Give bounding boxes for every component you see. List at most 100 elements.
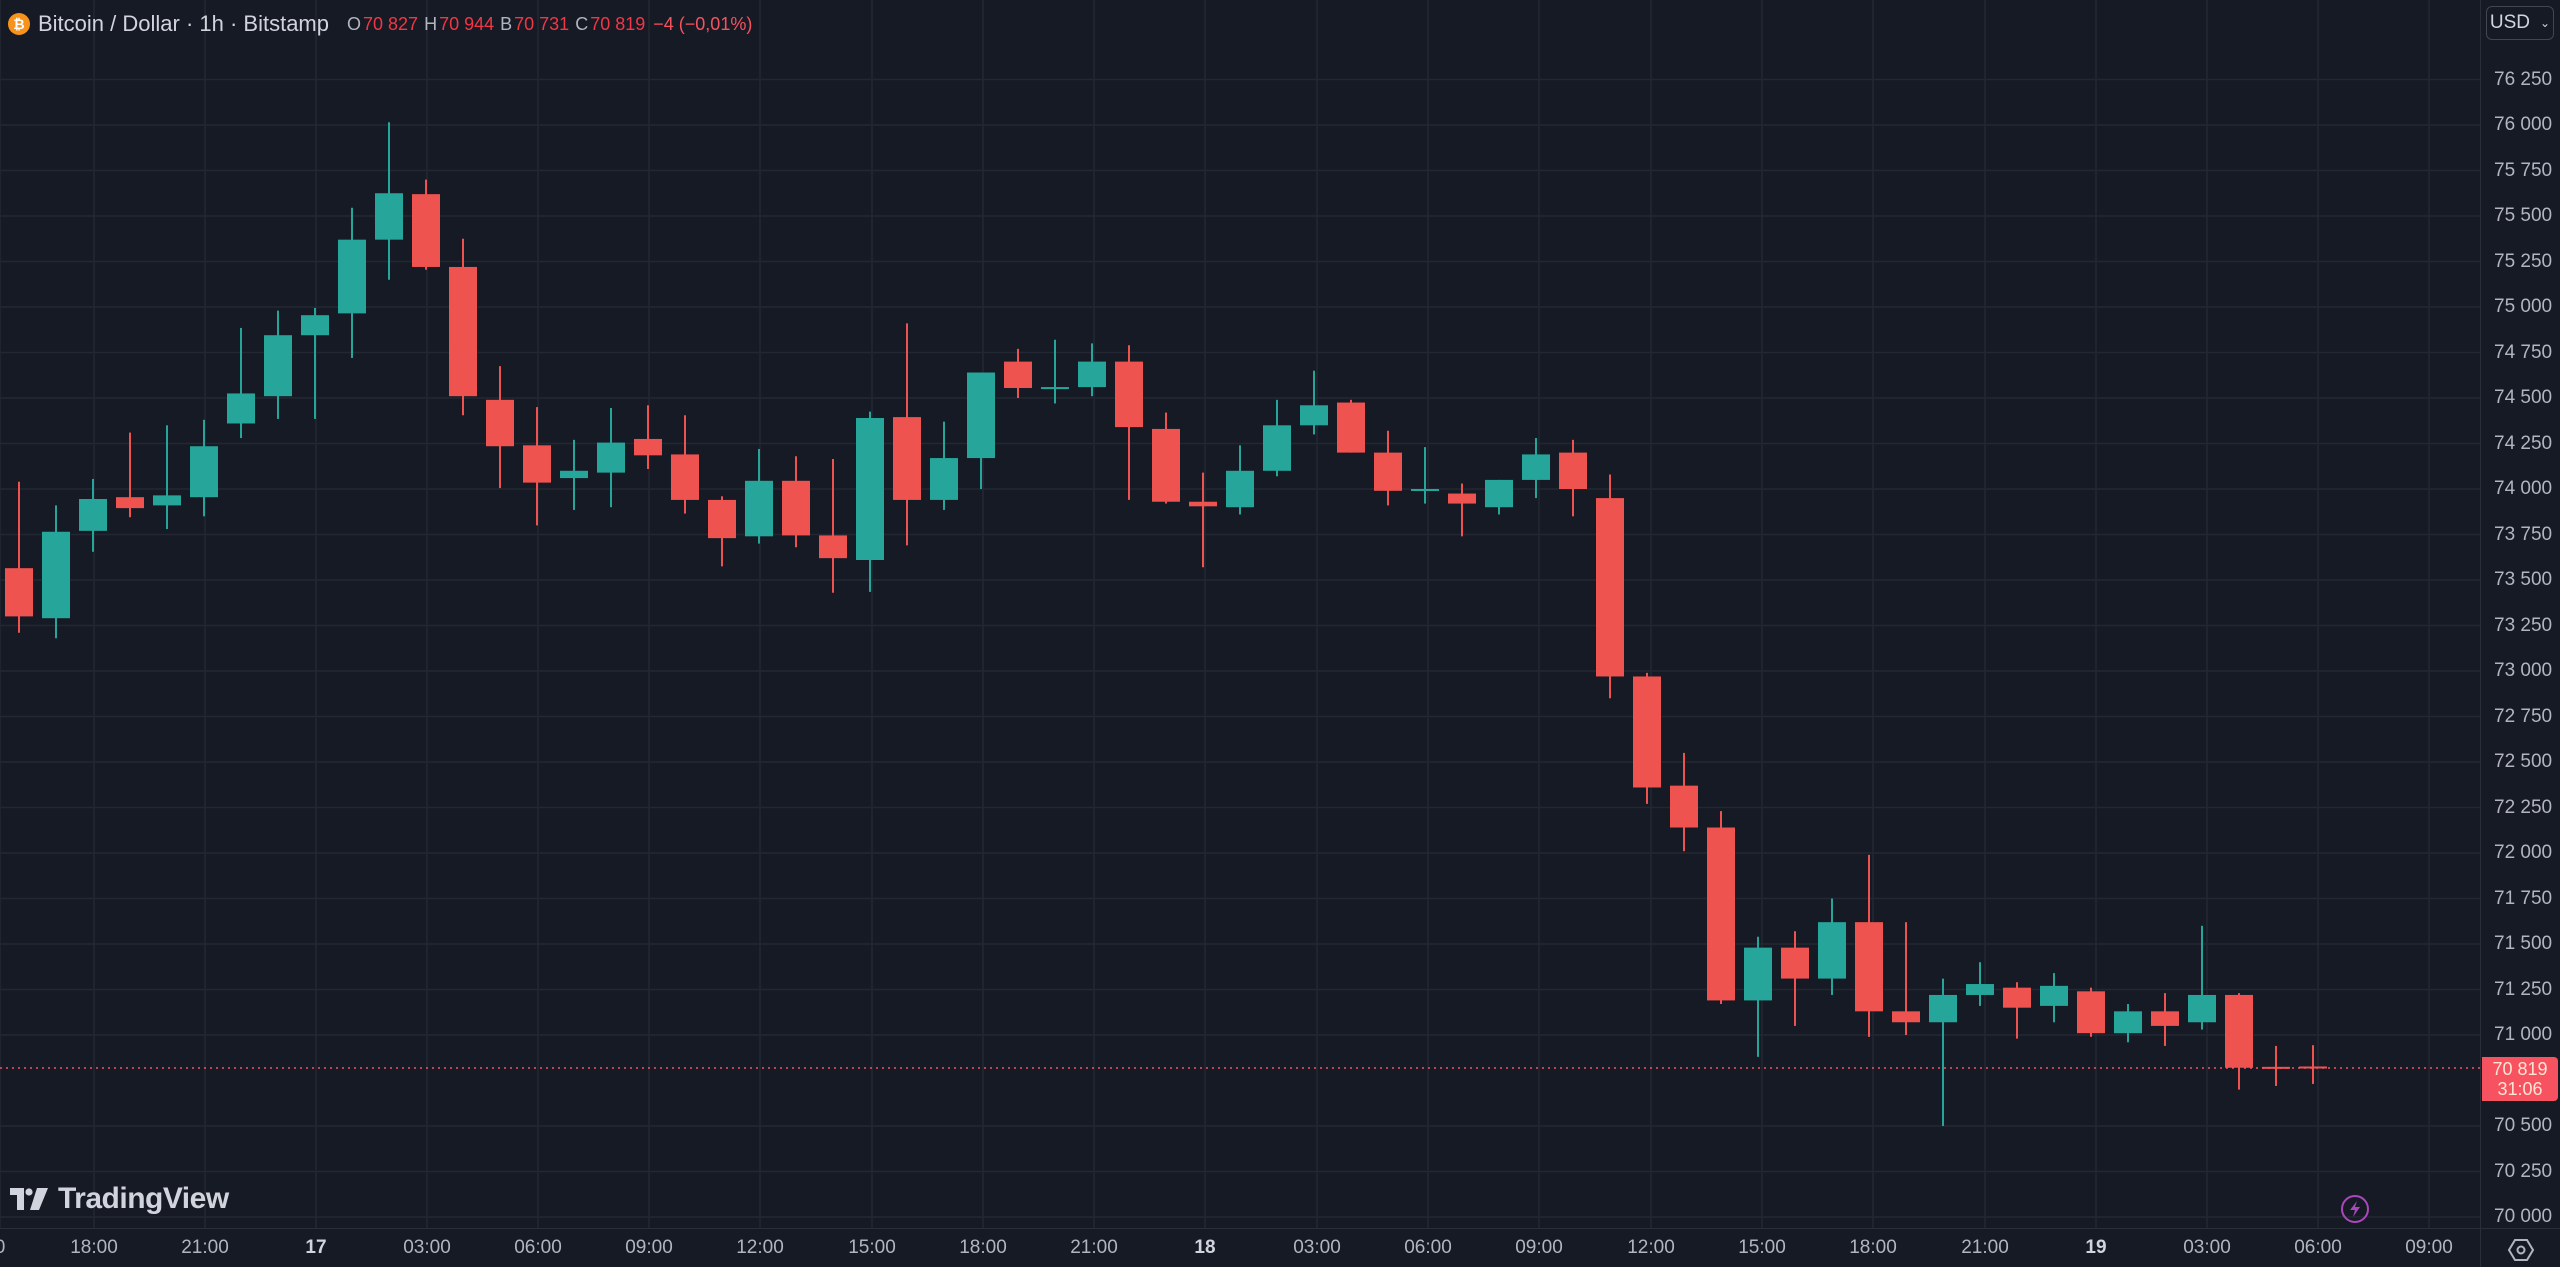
tradingview-logo[interactable]: TradingView	[10, 1182, 229, 1216]
time-tick-label: 03:00	[2183, 1237, 2231, 1258]
candle	[1189, 472, 1217, 568]
price-tick-label: 74 750	[2494, 341, 2553, 363]
time-tick-label: 18	[1194, 1237, 1216, 1258]
time-tick-label: 17	[305, 1237, 327, 1258]
tradingview-mark-icon	[10, 1188, 48, 1210]
candle	[412, 179, 440, 270]
symbol-title[interactable]: Bitcoin / Dollar · 1h · Bitstamp	[38, 11, 329, 36]
candle	[190, 419, 218, 517]
candle	[893, 323, 921, 546]
candle	[79, 478, 107, 552]
price-tick-label: 76 000	[2494, 114, 2553, 135]
candle	[1078, 343, 1106, 397]
candle	[1411, 447, 1439, 504]
low-value: 70 731	[514, 13, 570, 34]
time-tick-label: 09:00	[2405, 1237, 2453, 1258]
lightning-icon[interactable]	[2340, 1194, 2370, 1224]
price-tick-label: 72 000	[2494, 842, 2553, 863]
price-tick-label: 74 250	[2494, 432, 2553, 454]
price-tick-label: 72 750	[2494, 705, 2553, 727]
change-value: −4 (−0,01%)	[653, 13, 753, 34]
candle	[1115, 345, 1143, 500]
candle	[1374, 430, 1402, 506]
time-tick-label: 15:00	[848, 1237, 896, 1258]
currency-label: USD	[2489, 12, 2531, 33]
price-tick-label: 72 500	[2494, 751, 2553, 772]
candle	[708, 496, 736, 567]
symbol-legend: ₿ Bitcoin / Dollar · 1h · Bitstamp O 70 …	[8, 10, 752, 38]
time-tick-label: 0	[0, 1237, 5, 1259]
candle	[1892, 922, 1920, 1035]
candle	[2077, 987, 2105, 1037]
price-tick-label: 70 500	[2494, 1115, 2553, 1136]
candle	[42, 505, 70, 639]
candle	[338, 207, 366, 358]
candle	[2040, 973, 2068, 1023]
candle	[449, 238, 477, 416]
time-tick-label: 21:00	[1070, 1237, 1118, 1258]
last-price-tag: 70 819 31:06	[2482, 1057, 2558, 1101]
time-tick-label: 18:00	[1849, 1237, 1897, 1258]
candle	[523, 407, 551, 526]
candle	[1522, 438, 1550, 499]
price-tick-label: 75 250	[2494, 250, 2553, 272]
candle	[1633, 672, 1661, 804]
candle	[967, 372, 995, 489]
candle	[597, 408, 625, 508]
high-value: 70 944	[439, 13, 495, 34]
price-tick-label: 73 000	[2494, 660, 2553, 681]
time-tick-label: 21:00	[1961, 1237, 2009, 1258]
time-tick-label: 06:00	[514, 1237, 562, 1258]
candle	[2299, 1045, 2327, 1084]
candle	[486, 366, 514, 489]
currency-dropdown[interactable]: USD ⌄	[2486, 6, 2554, 40]
candle	[671, 415, 699, 514]
candles	[5, 122, 2327, 1126]
chart-grid	[0, 0, 2480, 1228]
time-tick-label: 18:00	[959, 1237, 1007, 1258]
candle	[1744, 936, 1772, 1057]
time-tick-label: 06:00	[1404, 1237, 1452, 1258]
price-tick-label: 70 250	[2494, 1160, 2553, 1182]
candle	[1818, 898, 1846, 995]
time-tick-label: 09:00	[625, 1237, 673, 1258]
candle	[782, 456, 810, 548]
candle	[1337, 399, 1365, 453]
candle	[1300, 370, 1328, 435]
time-tick-label: 03:00	[403, 1237, 451, 1258]
time-tick-label: 21:00	[181, 1237, 229, 1258]
price-tick-label: 73 750	[2494, 523, 2553, 545]
candle	[5, 481, 33, 633]
time-tick-label: 03:00	[1293, 1237, 1341, 1258]
open-key: O	[346, 13, 361, 34]
candle	[1596, 474, 1624, 699]
candle	[634, 405, 662, 469]
bar-countdown: 31:06	[2497, 1079, 2543, 1099]
close-key: C	[575, 13, 589, 34]
tradingview-wordmark: TradingView	[58, 1182, 229, 1215]
time-tick-label: 15:00	[1738, 1237, 1786, 1258]
time-tick-label: 12:00	[1627, 1237, 1675, 1258]
bitcoin-logo-icon[interactable]: ₿	[8, 13, 30, 35]
candle	[1966, 962, 1994, 1006]
open-value: 70 827	[363, 13, 419, 34]
candle	[2151, 993, 2179, 1046]
time-tick-label: 19	[2085, 1237, 2107, 1258]
time-tick-label: 12:00	[736, 1237, 784, 1258]
candle	[1448, 483, 1476, 537]
candle	[375, 122, 403, 280]
time-tick-label: 18:00	[70, 1237, 118, 1258]
candle	[1041, 339, 1069, 404]
chevron-down-icon: ⌄	[2540, 16, 2551, 30]
candle	[1781, 931, 1809, 1026]
high-key: H	[424, 13, 438, 34]
price-tick-label: 76 250	[2494, 68, 2553, 90]
candle	[1226, 445, 1254, 515]
settings-hexagon-icon[interactable]	[2507, 1236, 2535, 1264]
price-tick-label: 73 500	[2494, 569, 2553, 590]
close-value: 70 819	[590, 13, 646, 34]
price-tick-label: 75 000	[2494, 296, 2553, 317]
candle	[2225, 993, 2253, 1090]
price-tick-label: 71 750	[2494, 887, 2553, 909]
